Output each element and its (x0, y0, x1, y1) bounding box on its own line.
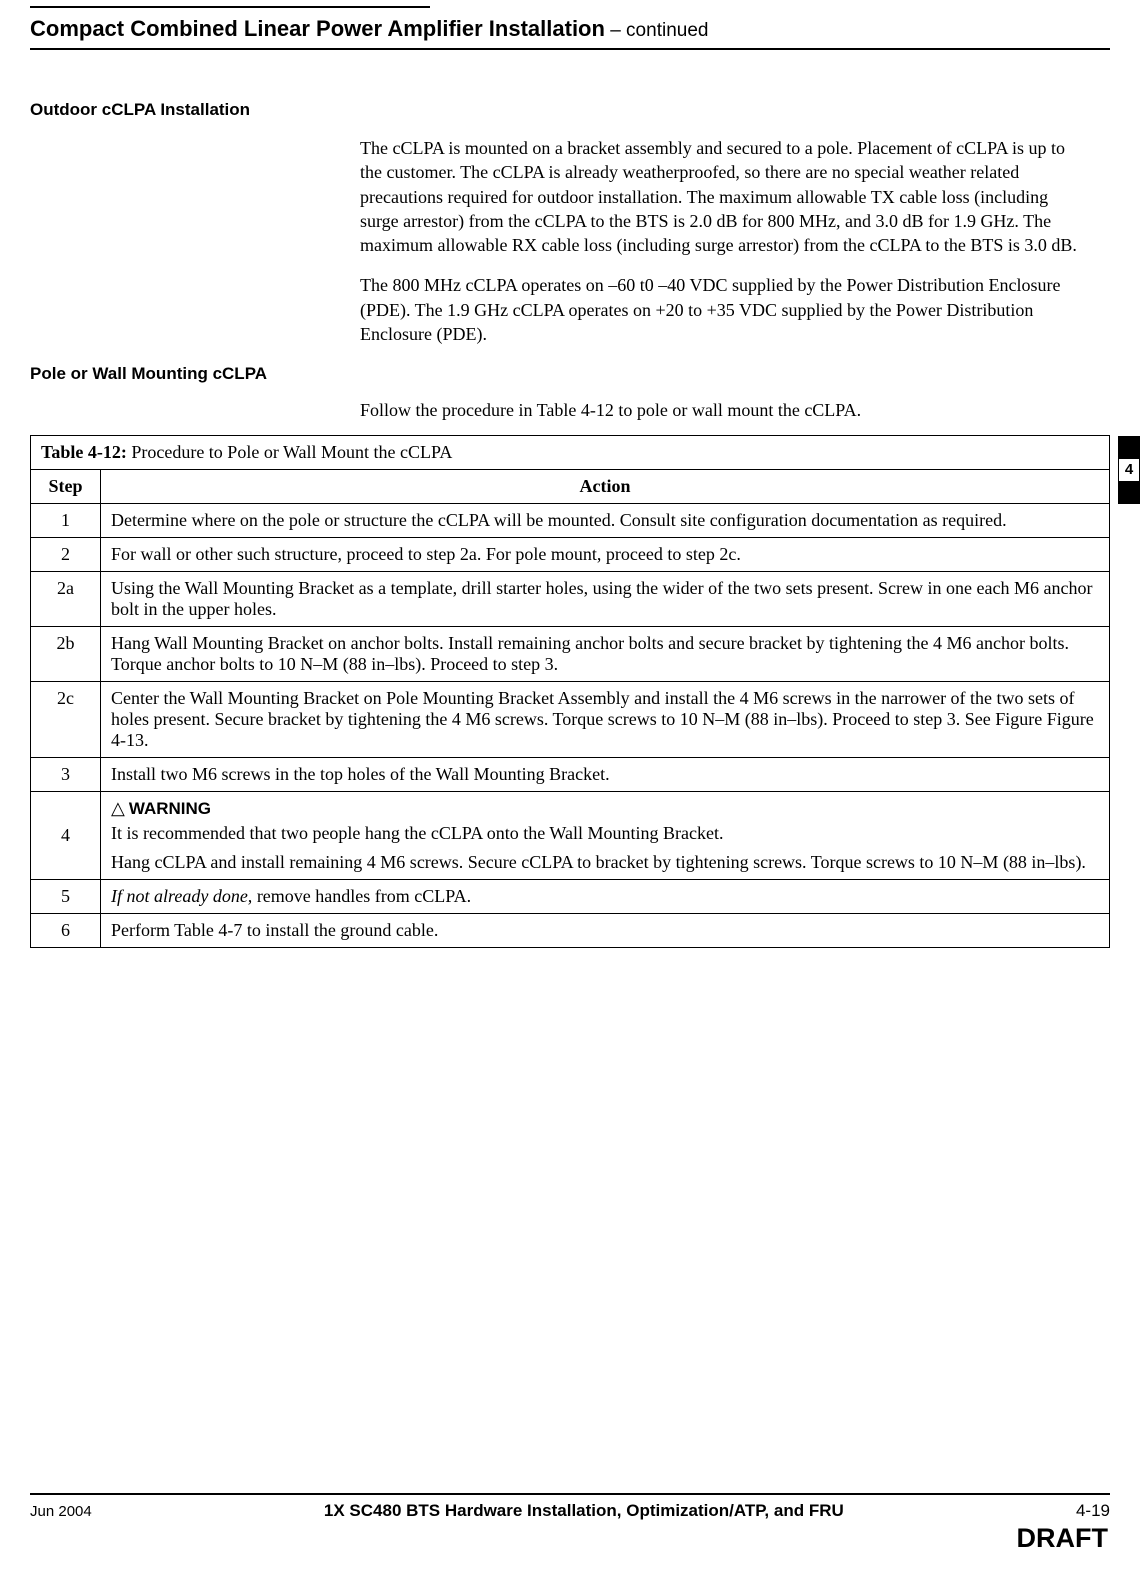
header-action: Action (101, 470, 1110, 504)
footer-draft: DRAFT (30, 1523, 1110, 1554)
step4-action: Hang cCLPA and install remaining 4 M6 sc… (111, 852, 1099, 873)
table-header-row: Step Action (31, 470, 1110, 504)
outdoor-para-2: The 800 MHz cCLPA operates on –60 t0 –40… (360, 273, 1080, 346)
footer-date: Jun 2004 (30, 1503, 92, 1520)
action-cell: Perform Table 4-7 to install the ground … (101, 914, 1110, 948)
table-row: 1 Determine where on the pole or structu… (31, 504, 1110, 538)
side-tab-black-bottom (1118, 482, 1140, 504)
action-cell: Hang Wall Mounting Bracket on anchor bol… (101, 627, 1110, 682)
top-rule (30, 6, 430, 8)
table-title-row: Table 4-12: Procedure to Pole or Wall Mo… (31, 436, 1110, 470)
page-title-main: Compact Combined Linear Power Amplifier … (30, 16, 605, 41)
action-cell: Center the Wall Mounting Bracket on Pole… (101, 682, 1110, 758)
step-cell: 1 (31, 504, 101, 538)
warning-triangle-icon: △ (111, 798, 125, 818)
table-row: 3 Install two M6 screws in the top holes… (31, 758, 1110, 792)
action-cell-warning: △WARNING It is recommended that two peop… (101, 792, 1110, 880)
step-cell: 4 (31, 792, 101, 880)
action-cell: If not already done, remove handles from… (101, 880, 1110, 914)
warning-label: WARNING (129, 799, 211, 818)
table-row: 4 △WARNING It is recommended that two pe… (31, 792, 1110, 880)
side-tab-number: 4 (1118, 458, 1140, 482)
step-cell: 2a (31, 572, 101, 627)
page-footer: Jun 2004 1X SC480 BTS Hardware Installat… (30, 1493, 1110, 1554)
footer-rule (30, 1493, 1110, 1495)
step-cell: 2 (31, 538, 101, 572)
step-cell: 6 (31, 914, 101, 948)
mounting-intro: Follow the procedure in Table 4-12 to po… (360, 400, 1080, 421)
action-cell: Determine where on the pole or structure… (101, 504, 1110, 538)
table-title-cell: Table 4-12: Procedure to Pole or Wall Mo… (31, 436, 1110, 470)
side-tab-black-top (1118, 436, 1140, 458)
table-row: 2a Using the Wall Mounting Bracket as a … (31, 572, 1110, 627)
step-cell: 3 (31, 758, 101, 792)
table-row: 6 Perform Table 4-7 to install the groun… (31, 914, 1110, 948)
page-title: Compact Combined Linear Power Amplifier … (30, 16, 1110, 42)
procedure-table: Table 4-12: Procedure to Pole or Wall Mo… (30, 435, 1110, 948)
table-row: 2c Center the Wall Mounting Bracket on P… (31, 682, 1110, 758)
step5-italic: If not already done, (111, 886, 252, 906)
table-row: 2 For wall or other such structure, proc… (31, 538, 1110, 572)
action-cell: Using the Wall Mounting Bracket as a tem… (101, 572, 1110, 627)
page-title-suffix: – continued (605, 20, 709, 41)
section-outdoor: Outdoor cCLPA Installation The cCLPA is … (30, 100, 1110, 346)
table-title-bold: Table 4-12: (41, 442, 127, 462)
step-cell: 5 (31, 880, 101, 914)
heading-mounting: Pole or Wall Mounting cCLPA (30, 364, 1110, 384)
footer-center: 1X SC480 BTS Hardware Installation, Opti… (92, 1501, 1076, 1521)
step5-rest: remove handles from cCLPA. (252, 886, 471, 906)
table-title-rest: Procedure to Pole or Wall Mount the cCLP… (127, 442, 453, 462)
outdoor-para-1: The cCLPA is mounted on a bracket assemb… (360, 136, 1080, 257)
footer-row: Jun 2004 1X SC480 BTS Hardware Installat… (30, 1501, 1110, 1521)
section-mounting: Pole or Wall Mounting cCLPA Follow the p… (30, 364, 1110, 948)
table-row: 5 If not already done, remove handles fr… (31, 880, 1110, 914)
header-step: Step (31, 470, 101, 504)
table-row: 2b Hang Wall Mounting Bracket on anchor … (31, 627, 1110, 682)
warning-heading: △WARNING (111, 798, 1099, 819)
step-cell: 2c (31, 682, 101, 758)
action-cell: For wall or other such structure, procee… (101, 538, 1110, 572)
side-tab: 4 (1118, 436, 1140, 504)
action-cell: Install two M6 screws in the top holes o… (101, 758, 1110, 792)
warning-text: It is recommended that two people hang t… (111, 823, 1099, 844)
heading-outdoor: Outdoor cCLPA Installation (30, 100, 1110, 120)
footer-page-number: 4-19 (1076, 1501, 1110, 1521)
title-underline (30, 48, 1110, 50)
step-cell: 2b (31, 627, 101, 682)
